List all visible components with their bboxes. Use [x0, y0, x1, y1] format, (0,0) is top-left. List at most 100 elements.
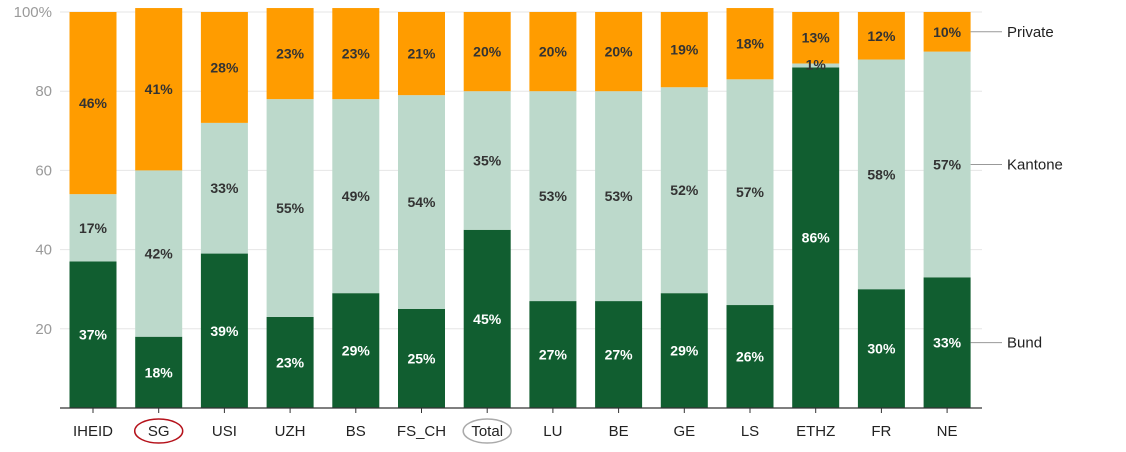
data-label: 29% — [342, 343, 371, 359]
x-tick-label: BS — [346, 423, 366, 440]
data-label: 18% — [145, 364, 174, 380]
data-label: 46% — [79, 95, 108, 111]
bar-segment-bund — [398, 309, 445, 408]
data-label: 30% — [867, 341, 896, 357]
data-label: 86% — [802, 230, 831, 246]
bar-segment-kantone — [529, 91, 577, 302]
bar-segment-bund — [332, 293, 380, 408]
axes: 20 40 60 80 100% IHEID SG USI UZH BS FS_CH Total LU B… — [14, 4, 982, 444]
y-tick-label: 60 — [35, 162, 52, 179]
bar-segment-kantone — [69, 194, 117, 262]
x-tick-label: USI — [212, 423, 237, 440]
bar-segment-kantone — [266, 99, 314, 317]
data-label: 12% — [867, 28, 896, 44]
data-label: 35% — [473, 153, 502, 169]
bar-segment-private — [529, 12, 577, 92]
data-label: 23% — [276, 354, 305, 370]
data-label: 45% — [473, 311, 502, 327]
data-label: 29% — [670, 343, 699, 359]
data-label: 27% — [539, 347, 568, 363]
bar-segment-private — [463, 12, 511, 92]
data-label: 53% — [605, 188, 634, 204]
data-label: 1% — [806, 56, 827, 72]
bar-segment-bund — [200, 253, 248, 408]
data-label: 17% — [79, 220, 108, 236]
data-label: 41% — [145, 81, 174, 97]
bar-segment-kantone — [923, 51, 971, 278]
bar-segment-bund — [792, 67, 840, 408]
bar-segment-private — [923, 12, 971, 52]
bar-segment-kantone — [660, 87, 708, 294]
bar-segment-bund — [529, 301, 577, 408]
data-label: 55% — [276, 200, 305, 216]
bar-segment-bund — [857, 289, 905, 408]
data-label: 57% — [736, 184, 765, 200]
bar-segment-private — [266, 8, 314, 100]
bar-segment-bund — [69, 261, 117, 408]
data-label: 10% — [933, 24, 962, 40]
data-label: 19% — [670, 42, 699, 58]
data-label: 23% — [342, 46, 371, 62]
data-label: 54% — [407, 194, 436, 210]
gridlines — [60, 11, 982, 330]
bar-segment-kantone — [792, 63, 840, 68]
bar-stacks: 37% 18% 39% 23% 29% 25% 45% 27% 27% 29% 26% 86% 30% 3… — [69, 8, 971, 408]
x-tick-label: ETHZ — [796, 423, 835, 440]
bar-segment-kantone — [135, 170, 183, 337]
bar-segment-kantone — [595, 91, 643, 302]
bar-segment-bund — [923, 277, 971, 408]
x-tick-label: LU — [543, 423, 562, 440]
bar-segment-private — [398, 12, 445, 96]
data-label: 58% — [867, 166, 896, 182]
x-tick-label: Total — [471, 423, 503, 440]
bar-segment-private — [857, 12, 905, 60]
legend: Bund Kantone Private — [970, 24, 1063, 352]
x-tick-label: NE — [937, 423, 958, 440]
bar-segment-private — [332, 8, 380, 100]
highlight-ellipse — [462, 418, 512, 444]
x-tick-label: FS_CH — [397, 423, 446, 440]
data-label: 26% — [736, 349, 765, 365]
bar-segment-bund — [266, 316, 314, 408]
bar-segment-private — [726, 8, 774, 80]
y-tick-label: 20 — [35, 321, 52, 338]
data-label: 21% — [407, 46, 436, 62]
highlight-ellipse — [133, 418, 184, 444]
data-label: 20% — [605, 44, 634, 60]
data-label: 37% — [79, 327, 108, 343]
x-tick-label: SG — [148, 423, 170, 440]
bar-segment-private — [595, 12, 643, 92]
data-label: 33% — [933, 335, 962, 351]
data-label: 57% — [933, 156, 962, 172]
bar-segment-kantone — [857, 59, 905, 290]
data-label: 25% — [407, 351, 436, 367]
y-tick-label: 80 — [35, 83, 52, 100]
bar-segment-bund — [726, 305, 774, 408]
bar-segment-bund — [595, 301, 643, 408]
bar-segment-private — [200, 12, 248, 123]
data-label: 33% — [210, 180, 239, 196]
data-label: 20% — [473, 44, 502, 60]
bar-segment-private — [660, 12, 708, 88]
x-tick-label: FR — [871, 423, 891, 440]
legend-entry: Bund — [1007, 335, 1042, 352]
x-tick-label: GE — [673, 423, 695, 440]
x-tick-label: BE — [609, 423, 629, 440]
data-label: 27% — [605, 347, 634, 363]
bar-segment-kantone — [332, 99, 380, 294]
data-label: 52% — [670, 182, 699, 198]
x-tick-label: IHEID — [73, 423, 113, 440]
data-label: 20% — [539, 44, 568, 60]
bar-segment-private — [792, 12, 840, 64]
y-tick-label: 40 — [35, 242, 52, 259]
data-label: 42% — [145, 246, 174, 262]
bar-segment-kantone — [463, 91, 511, 230]
data-label: 23% — [276, 46, 305, 62]
x-tick-label: UZH — [275, 423, 306, 440]
x-tick-label: LS — [741, 423, 759, 440]
legend-entry: Kantone — [1007, 156, 1063, 173]
data-label: 49% — [342, 188, 371, 204]
bar-segment-private — [135, 8, 183, 171]
